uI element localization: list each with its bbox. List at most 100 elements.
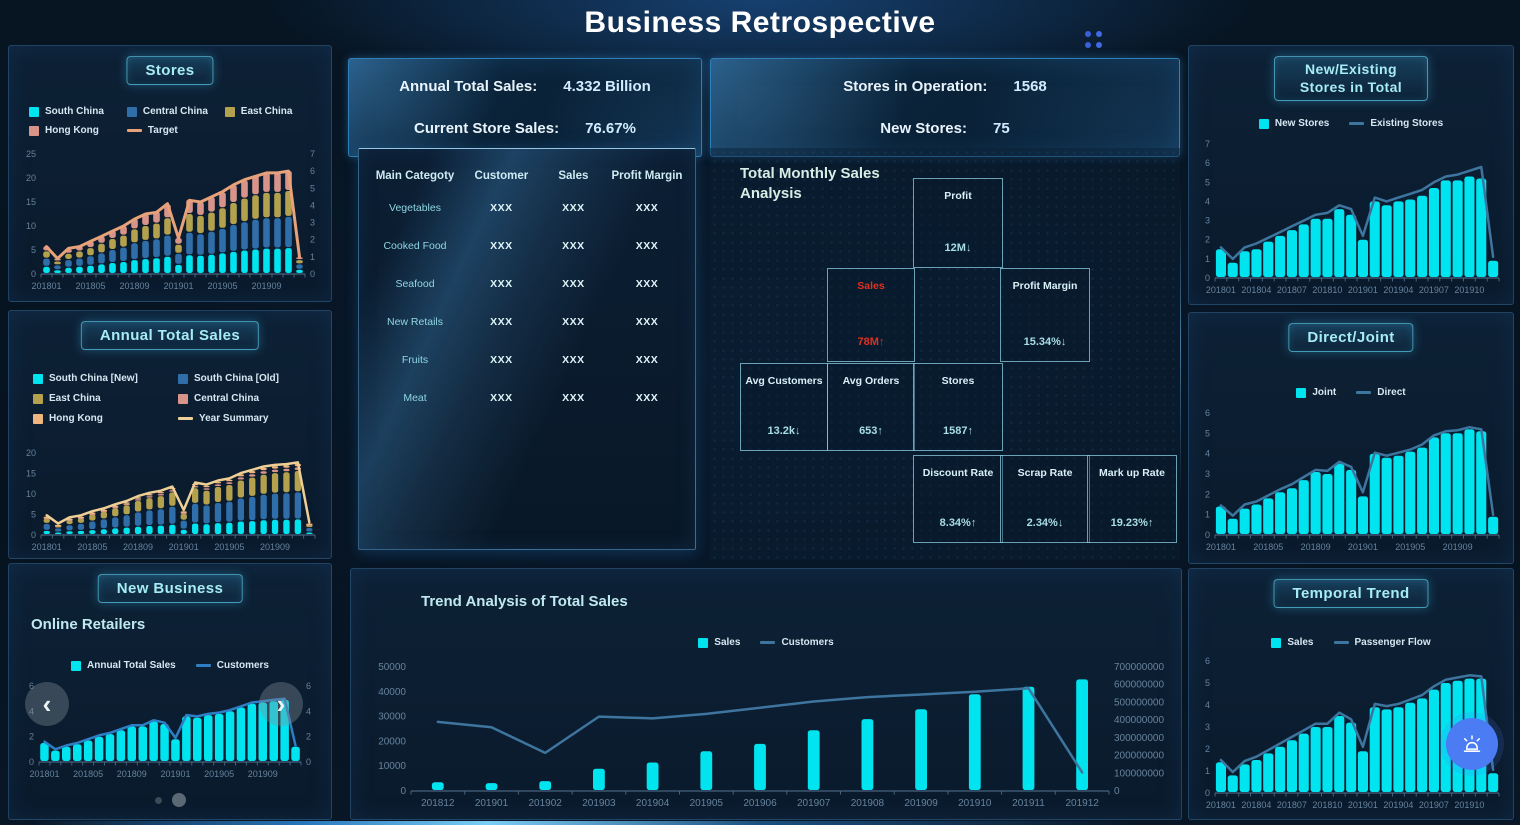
kpi-value: 4.332 Billion: [563, 77, 651, 95]
legend-item-east-china[interactable]: East China: [224, 106, 323, 117]
svg-text:201901: 201901: [1348, 800, 1378, 810]
temporal-trend-panel-title-button[interactable]: Temporal Trend: [1273, 579, 1429, 608]
alarm-button[interactable]: [1446, 718, 1498, 770]
carousel-next-button[interactable]: ›: [259, 682, 303, 726]
temporal-legend: Sales Passenger Flow: [1189, 637, 1513, 648]
table-row: Meat XXX XXX XXX: [367, 379, 687, 417]
table-header-cell: Profit Margin: [611, 170, 683, 182]
svg-text:6: 6: [1205, 408, 1210, 418]
value-cell: XXX: [635, 316, 659, 328]
monthly-sales-analysis-panel: Total Monthly Sales Analysis Profit 12M↓ S…: [710, 148, 1181, 560]
svg-text:15: 15: [26, 469, 36, 479]
legend-item-target[interactable]: Target: [126, 125, 225, 136]
legend-item-hong-kong[interactable]: Hong Kong: [33, 413, 178, 424]
svg-text:5: 5: [31, 510, 36, 520]
legend-item-south-china-new-[interactable]: South China [New]: [33, 373, 178, 384]
legend-item-joint[interactable]: Joint: [1296, 387, 1336, 398]
svg-text:201908: 201908: [851, 798, 885, 809]
legend-item-customers[interactable]: Customers: [760, 637, 834, 648]
annual-legend: South China [New] South China [Old] East C…: [33, 373, 323, 433]
stores-panel-title-button[interactable]: Stores: [126, 56, 214, 85]
legend-item-south-china[interactable]: South China: [29, 106, 127, 117]
kpi-box-mark-up-rate[interactable]: Mark up Rate 19.23%↑: [1087, 455, 1177, 543]
direct-joint-panel-title-button[interactable]: Direct/Joint: [1288, 323, 1414, 352]
legend-item-passenger-flow[interactable]: Passenger Flow: [1333, 637, 1431, 648]
trend-legend: Sales Customers: [351, 637, 1181, 648]
kpi-value: 1568: [1013, 77, 1047, 95]
pager-dot-active[interactable]: [171, 793, 186, 807]
svg-text:2: 2: [306, 732, 311, 742]
stores-kpi-panel: Stores in Operation: 1568 New Stores: 75: [710, 58, 1180, 157]
legend-item-annual-total-sales[interactable]: Annual Total Sales: [71, 660, 176, 671]
svg-text:1: 1: [310, 252, 315, 262]
kpi-box-value: 1587↑: [943, 425, 973, 437]
kpi-box-value: 653↑: [859, 425, 883, 437]
chevron-left-icon: ‹: [42, 688, 52, 719]
legend-item-south-china-old-[interactable]: South China [Old]: [178, 373, 323, 384]
kpi-box-label: Stores: [941, 375, 975, 387]
svg-text:6: 6: [310, 166, 315, 176]
svg-text:201810: 201810: [1312, 800, 1342, 810]
analysis-heading: Total Monthly Sales Analysis: [740, 165, 880, 203]
kpi-box-value: 12M↓: [944, 242, 972, 254]
value-cell: XXX: [635, 392, 659, 404]
table-header-cell: Main Categoty: [375, 170, 455, 182]
chevron-right-icon: ›: [276, 688, 286, 719]
legend-item-east-china[interactable]: East China: [33, 393, 178, 404]
legend-label: Passenger Flow: [1354, 637, 1431, 648]
carousel-prev-button[interactable]: ‹: [25, 682, 69, 726]
kpi-box-avg-orders[interactable]: Avg Orders 653↑: [827, 363, 915, 451]
legend-item-sales[interactable]: Sales: [1271, 637, 1314, 648]
legend-line-icon: [1349, 122, 1365, 125]
kpi-box-discount-rate[interactable]: Discount Rate 8.34%↑: [913, 455, 1003, 543]
legend-item-customers[interactable]: Customers: [195, 660, 269, 671]
legend-item-year-summary[interactable]: Year Summary: [178, 413, 323, 424]
value-cell: XXX: [562, 354, 585, 366]
value-cell: XXX: [562, 202, 585, 214]
legend-item-sales[interactable]: Sales: [698, 637, 740, 648]
kpi-box-sales[interactable]: Sales 78M↑: [827, 268, 915, 362]
kpi-box-scrap-rate[interactable]: Scrap Rate 2.34%↓: [1000, 455, 1090, 543]
kpi-box-label: Sales: [857, 280, 885, 292]
legend-item-new-stores[interactable]: New Stores: [1258, 118, 1329, 129]
new-stores-kpi: New Stores: 75: [711, 120, 1179, 137]
kpi-box-profit-margin[interactable]: Profit Margin 15.34%↓: [1000, 268, 1090, 362]
pager-dot[interactable]: [154, 796, 162, 804]
svg-text:15: 15: [26, 197, 36, 207]
svg-text:201809: 201809: [119, 281, 149, 291]
new-existing-panel-title-button[interactable]: New/Existing Stores in Total: [1274, 56, 1428, 101]
new-business-panel-title-button[interactable]: New Business: [97, 574, 243, 603]
legend-item-existing-stores[interactable]: Existing Stores: [1349, 118, 1443, 129]
svg-text:201905: 201905: [690, 798, 724, 809]
annual-panel-title-button[interactable]: Annual Total Sales: [80, 321, 260, 350]
svg-text:6: 6: [1205, 656, 1210, 666]
svg-text:201809: 201809: [1301, 542, 1331, 552]
legend-item-hong-kong[interactable]: Hong Kong: [29, 125, 127, 136]
svg-text:201807: 201807: [1277, 285, 1307, 295]
legend-swatch-icon: [1258, 118, 1269, 129]
svg-text:201901: 201901: [1348, 542, 1378, 552]
svg-text:201906: 201906: [743, 798, 777, 809]
legend-label: Sales: [714, 637, 741, 648]
svg-text:201905: 201905: [207, 281, 237, 291]
kpi-box-label: Scrap Rate: [1017, 467, 1073, 479]
category-cell: Fruits: [401, 354, 429, 366]
category-cell: Meat: [403, 392, 427, 404]
value-cell: XXX: [562, 316, 585, 328]
svg-text:201907: 201907: [1419, 285, 1449, 295]
value-cell: XXX: [490, 316, 513, 328]
apps-grid-icon[interactable]: [1085, 31, 1103, 49]
svg-text:400000000: 400000000: [1114, 715, 1164, 726]
svg-text:201904: 201904: [1383, 285, 1413, 295]
carousel-pager: [9, 793, 331, 807]
value-cell: XXX: [635, 240, 659, 252]
legend-item-direct[interactable]: Direct: [1356, 387, 1406, 398]
kpi-box-avg-customers[interactable]: Avg Customers 13.2k↓: [740, 363, 828, 451]
kpi-box-stores[interactable]: Stores 1587↑: [913, 363, 1003, 451]
kpi-box-profit[interactable]: Profit 12M↓: [913, 178, 1003, 268]
legend-item-central-china[interactable]: Central China: [126, 106, 225, 117]
legend-item-central-china[interactable]: Central China: [178, 393, 323, 404]
sales-kpi-panel: Annual Total Sales: 4.332 Billion Curren…: [348, 58, 702, 157]
legend-swatch-icon: [178, 393, 188, 404]
